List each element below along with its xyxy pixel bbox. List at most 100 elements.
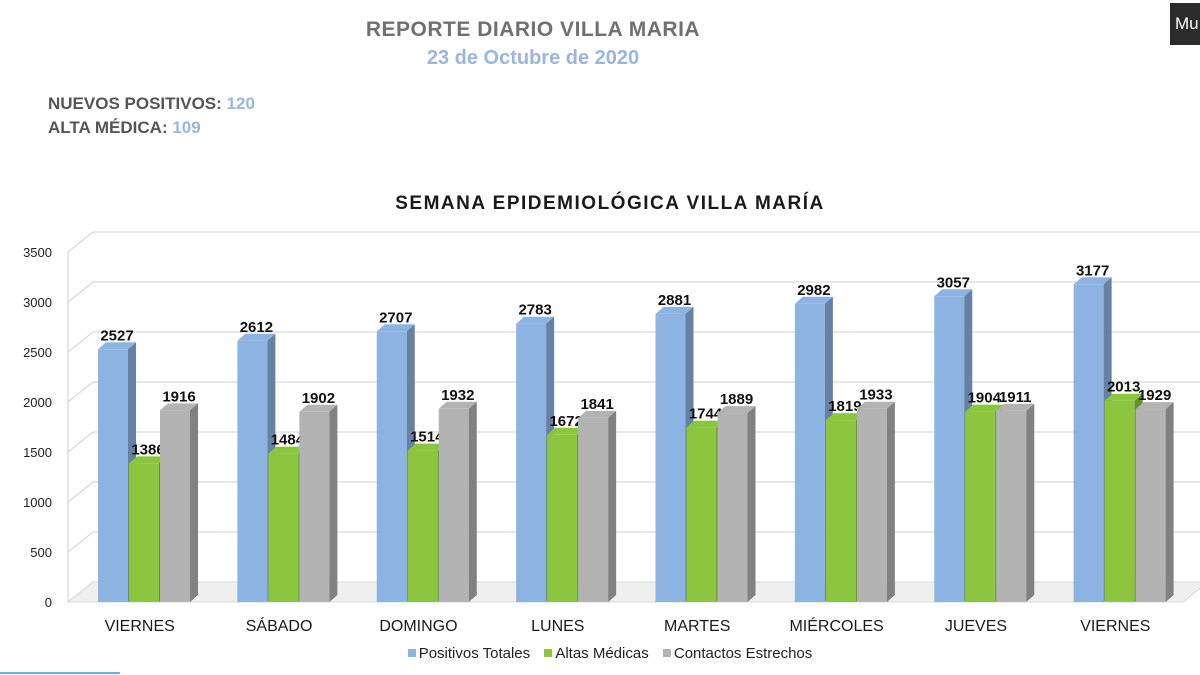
bar	[160, 410, 190, 602]
bar	[655, 313, 686, 602]
corner-tab[interactable]: Mu	[1170, 3, 1200, 45]
bar	[1104, 400, 1135, 602]
bar-top	[299, 404, 338, 412]
bar-side	[190, 403, 198, 602]
alta-medica-label: ALTA MÉDICA:	[48, 118, 168, 137]
bar	[438, 408, 469, 602]
bar	[996, 410, 1027, 602]
alta-medica-stat: ALTA MÉDICA: 109	[48, 118, 201, 138]
bar-side	[608, 410, 617, 602]
bar-side	[1165, 402, 1174, 602]
legend-item-positivos: Positivos Totales	[407, 645, 531, 662]
y-tick-label: 2500	[23, 345, 52, 360]
data-label: 1386	[131, 441, 164, 458]
bar-top	[655, 306, 694, 314]
x-tick-label: MIÉRCOLES	[789, 616, 883, 635]
bar-top	[825, 413, 864, 421]
data-label: 1916	[162, 388, 195, 405]
bar	[237, 340, 268, 602]
bar-top	[160, 403, 198, 411]
accent-line	[0, 672, 120, 674]
bar	[686, 427, 717, 602]
bar-side	[747, 406, 756, 602]
data-label: 2612	[240, 319, 273, 336]
nuevos-positivos-label: NUEVOS POSITIVOS:	[48, 94, 222, 113]
bar	[578, 417, 609, 602]
data-label: 3177	[1076, 262, 1109, 279]
data-label: 1514	[410, 429, 444, 446]
x-tick-label: MARTES	[664, 618, 730, 635]
bar-top	[686, 420, 725, 428]
data-label: 1672	[549, 413, 582, 430]
legend-label-positivos: Positivos Totales	[418, 645, 531, 662]
data-label: 2982	[797, 282, 830, 299]
bar-side	[329, 404, 338, 602]
bar-top	[1135, 402, 1174, 410]
data-label: 1929	[1138, 387, 1171, 404]
data-label: 1904	[968, 390, 1002, 407]
data-label: 2707	[379, 309, 412, 326]
bar-top	[717, 406, 756, 414]
bar-top	[237, 333, 276, 341]
bar	[1135, 409, 1166, 602]
data-label: 2013	[1107, 379, 1140, 396]
legend-item-altas: Altas Médicas	[544, 645, 649, 662]
y-tick-label: 0	[45, 595, 52, 610]
bar	[825, 420, 856, 602]
data-label: 2783	[518, 302, 551, 319]
legend-label-contactos: Contactos Estrechos	[673, 645, 813, 662]
alta-medica-value: 109	[172, 118, 201, 137]
data-label: 1484	[271, 432, 305, 449]
bar-top	[438, 401, 477, 409]
bar-top	[996, 403, 1035, 411]
bar-top	[856, 401, 895, 409]
grid-line-diagonal	[67, 431, 94, 453]
bar	[547, 434, 578, 602]
bar	[516, 323, 547, 602]
legend-label-altas: Altas Médicas	[555, 645, 649, 662]
grid-line-diagonal	[67, 381, 94, 403]
data-label: 2527	[100, 327, 133, 344]
bar-top	[376, 324, 415, 332]
grid-line-diagonal	[67, 231, 94, 253]
bar	[268, 453, 299, 602]
bar-top	[407, 443, 446, 451]
legend-swatch-contactos	[662, 649, 671, 657]
bar	[794, 303, 825, 602]
bar	[299, 411, 330, 602]
y-tick-label: 3000	[23, 295, 52, 310]
x-tick-label: LUNES	[531, 618, 584, 635]
bar-top	[578, 410, 617, 418]
data-label: 1902	[302, 390, 335, 407]
x-tick-label: SÁBADO	[246, 616, 313, 635]
bar	[1073, 284, 1104, 602]
bar	[856, 408, 887, 602]
data-label: 1841	[580, 396, 613, 413]
chart-title: SEMANA EPIDEMIOLÓGICA VILLA MARÍA	[395, 193, 825, 214]
bar	[376, 331, 407, 602]
bar-top	[1104, 393, 1143, 401]
x-tick-label: DOMINGO	[379, 618, 457, 635]
data-label: 1933	[859, 387, 892, 404]
nuevos-positivos-value: 120	[226, 94, 255, 113]
y-tick-label: 3500	[23, 245, 52, 260]
chart-legend: Positivos Totales Altas Médicas Contacto…	[0, 645, 1200, 662]
bar-top	[516, 316, 555, 324]
bar-side	[1026, 403, 1035, 602]
data-label: 2881	[658, 292, 691, 309]
x-tick-label: VIERNES	[1080, 618, 1150, 635]
data-label: 1889	[720, 391, 753, 408]
bar	[98, 349, 128, 602]
data-label: 1744	[689, 406, 723, 423]
bar-side	[886, 401, 895, 602]
bar-top	[268, 446, 307, 454]
grid-line-diagonal	[67, 531, 94, 553]
bar-top	[965, 404, 1004, 412]
bar-side	[468, 401, 477, 602]
data-label: 3057	[937, 274, 970, 291]
y-tick-label: 500	[30, 545, 52, 560]
bar-top	[547, 427, 586, 435]
legend-swatch-altas	[544, 649, 553, 657]
bar-top	[934, 289, 973, 297]
